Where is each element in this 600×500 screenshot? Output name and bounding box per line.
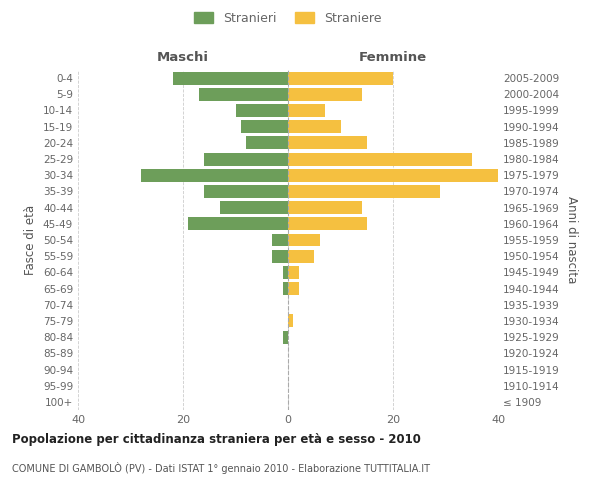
Bar — [288, 88, 361, 101]
Bar — [288, 72, 393, 85]
Bar — [288, 250, 314, 262]
Bar — [283, 282, 288, 295]
Bar — [288, 234, 320, 246]
Text: Maschi: Maschi — [157, 50, 209, 64]
Bar — [235, 104, 288, 117]
Bar — [288, 169, 498, 181]
Bar — [288, 136, 367, 149]
Bar — [288, 282, 299, 295]
Bar — [288, 120, 341, 133]
Bar — [272, 234, 288, 246]
Bar — [141, 169, 288, 181]
Text: COMUNE DI GAMBOLÒ (PV) - Dati ISTAT 1° gennaio 2010 - Elaborazione TUTTITALIA.IT: COMUNE DI GAMBOLÒ (PV) - Dati ISTAT 1° g… — [12, 462, 430, 474]
Bar — [283, 330, 288, 344]
Bar — [241, 120, 288, 133]
Bar — [288, 185, 440, 198]
Bar — [204, 152, 288, 166]
Y-axis label: Anni di nascita: Anni di nascita — [565, 196, 578, 284]
Text: Popolazione per cittadinanza straniera per età e sesso - 2010: Popolazione per cittadinanza straniera p… — [12, 432, 421, 446]
Bar — [220, 201, 288, 214]
Bar — [288, 201, 361, 214]
Bar — [288, 152, 472, 166]
Bar — [188, 218, 288, 230]
Legend: Stranieri, Straniere: Stranieri, Straniere — [190, 6, 386, 30]
Bar — [272, 250, 288, 262]
Bar — [288, 104, 325, 117]
Bar — [246, 136, 288, 149]
Bar — [288, 314, 293, 328]
Bar — [288, 266, 299, 279]
Bar — [288, 218, 367, 230]
Text: Femmine: Femmine — [359, 50, 427, 64]
Y-axis label: Fasce di età: Fasce di età — [25, 205, 37, 275]
Bar — [204, 185, 288, 198]
Bar — [199, 88, 288, 101]
Bar — [283, 266, 288, 279]
Bar — [173, 72, 288, 85]
